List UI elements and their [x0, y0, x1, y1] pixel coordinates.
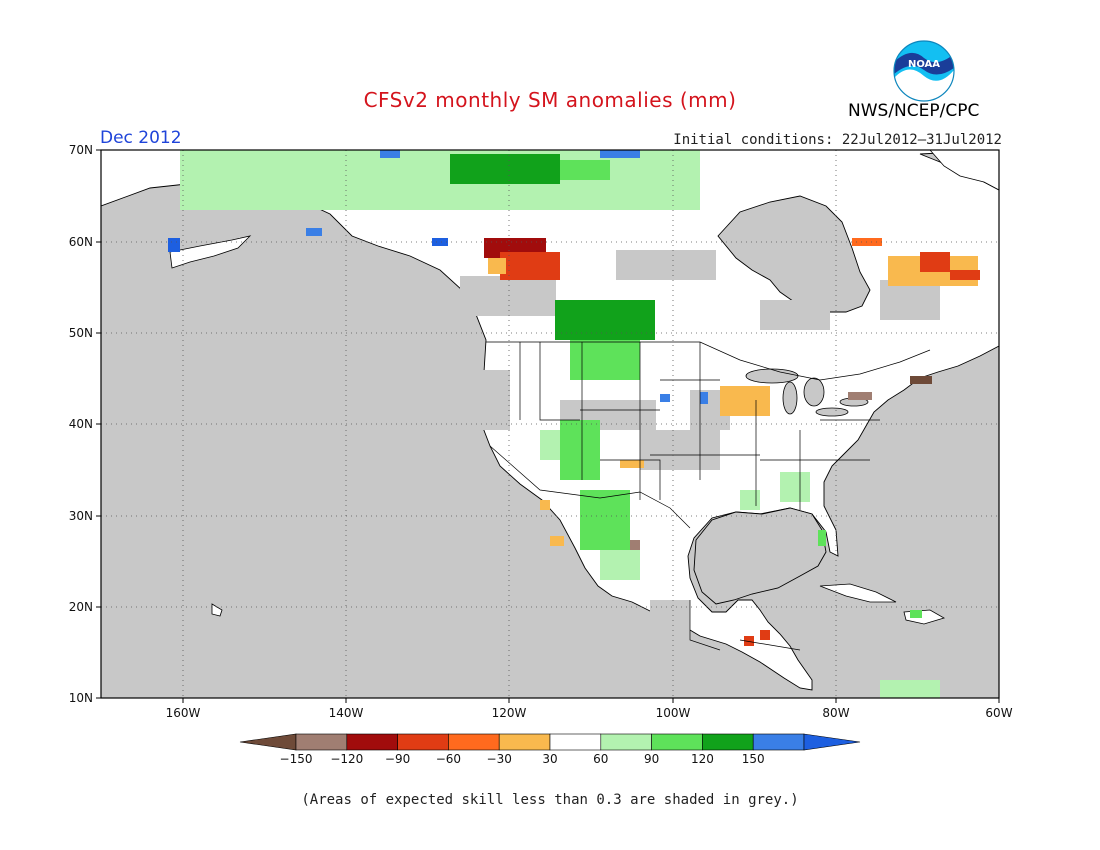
forecast-month: Dec 2012 — [100, 128, 182, 148]
colorbar-low-arrow — [239, 733, 297, 751]
longitude-labels: 160W 140W 120W 100W 80W 60W — [166, 706, 1013, 720]
colorbar-swatch — [397, 733, 449, 751]
lat-label: 30N — [69, 509, 93, 523]
political-boundaries — [486, 341, 931, 651]
colorbar-label: 150 — [742, 752, 765, 766]
hudson-bay — [717, 195, 871, 313]
lon-label: 100W — [656, 706, 691, 720]
colorbar: −150 −120 −90 −60 −30 30 60 90 120 150 — [239, 733, 861, 766]
lat-label: 70N — [69, 143, 93, 157]
great-lakes — [745, 368, 869, 417]
lon-label: 140W — [329, 706, 364, 720]
colorbar-swatch — [600, 733, 652, 751]
lat-label: 10N — [69, 691, 93, 705]
colorbar-swatch — [752, 733, 805, 751]
colorbar-high-arrow — [803, 733, 861, 751]
initial-conditions: Initial conditions: 22Jul2012–31Jul2012 — [673, 132, 1002, 148]
axis-ticks — [96, 149, 1000, 703]
lon-label: 120W — [492, 706, 527, 720]
agency-label: NWS/NCEP/CPC — [848, 101, 980, 121]
colorbar-swatch — [498, 733, 551, 751]
lat-label: 20N — [69, 600, 93, 614]
gulf-of-mexico — [693, 507, 827, 605]
colorbar-label: −60 — [436, 752, 461, 766]
colorbar-label: −120 — [330, 752, 363, 766]
map-title: CFSv2 monthly SM anomalies (mm) — [363, 88, 737, 112]
colorbar-swatch — [651, 733, 703, 751]
logo-lettering: NOAA — [908, 59, 940, 70]
colorbar-swatch — [346, 733, 398, 751]
colorbar-swatch — [295, 733, 348, 751]
lat-label: 50N — [69, 326, 93, 340]
greenland — [929, 150, 999, 191]
lon-label: 80W — [822, 706, 849, 720]
cuba — [819, 583, 897, 603]
colorbar-label: −150 — [280, 752, 313, 766]
lon-label: 60W — [985, 706, 1012, 720]
colorbar-label: −90 — [385, 752, 410, 766]
colorbar-swatch — [702, 733, 754, 751]
lat-label: 40N — [69, 417, 93, 431]
skill-footnote: (Areas of expected skill less than 0.3 a… — [301, 792, 799, 808]
colorbar-label: 60 — [593, 752, 608, 766]
latitude-labels: 70N 60N 50N 40N 30N 20N 10N — [69, 143, 93, 705]
colorbar-label: 30 — [542, 752, 557, 766]
hawaii — [211, 603, 223, 617]
map-frame: 70N 60N 50N 40N 30N 20N 10N 160W 140W 12… — [69, 143, 1013, 720]
colorbar-label: −30 — [487, 752, 512, 766]
colorbar-swatch — [448, 733, 500, 751]
noaa-logo: NOAA — [893, 40, 955, 102]
colorbar-label: 90 — [644, 752, 659, 766]
colorbar-swatch — [549, 733, 602, 751]
lon-label: 160W — [166, 706, 201, 720]
colorbar-label: 120 — [691, 752, 714, 766]
alaska-peninsula — [169, 235, 252, 269]
lat-label: 60N — [69, 235, 93, 249]
